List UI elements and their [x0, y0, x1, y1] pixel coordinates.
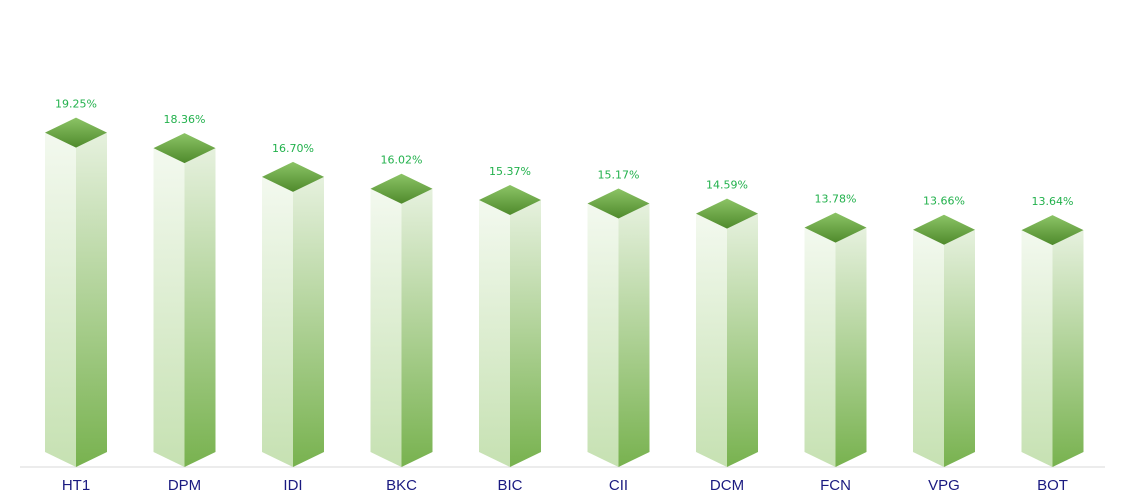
category-label: VPG — [928, 477, 960, 494]
bar-left-face — [153, 148, 185, 468]
category-label: FCN — [820, 477, 851, 494]
bar-left-face — [804, 227, 836, 467]
data-label: 13.78% — [815, 193, 857, 206]
bar-top — [804, 212, 867, 243]
data-label: 19.25% — [55, 98, 97, 111]
category-label: DPM — [168, 477, 201, 494]
bar-top — [913, 214, 975, 245]
bar-right-face — [401, 188, 433, 467]
category-label: IDI — [283, 477, 302, 494]
category-label: BOT — [1037, 477, 1068, 494]
bar-right-face — [76, 132, 107, 467]
data-label: 18.36% — [164, 113, 206, 126]
bar-left-face — [696, 213, 727, 467]
bar-right-face — [184, 148, 216, 468]
data-label: 16.70% — [272, 142, 314, 155]
bar-right-face — [293, 176, 324, 467]
bar-left-face — [1021, 230, 1053, 467]
bar-top — [696, 198, 758, 229]
data-label: 13.66% — [923, 195, 965, 208]
bar-left-face — [45, 132, 76, 467]
category-label: CII — [609, 477, 628, 494]
category-label: BKC — [386, 477, 417, 494]
category-label: BIC — [497, 477, 522, 494]
bar-top — [587, 188, 650, 219]
bar-left-face — [262, 176, 293, 467]
bar-left-face — [370, 188, 402, 467]
bar-right-face — [510, 200, 541, 467]
bar-right-face — [618, 203, 650, 467]
bar-right-face — [835, 227, 867, 467]
category-label: HT1 — [62, 477, 90, 494]
bar-top — [153, 133, 216, 164]
bar-left-face — [479, 200, 510, 467]
data-label: 16.02% — [381, 154, 423, 167]
bar-top — [45, 117, 107, 148]
bar-top — [479, 185, 541, 216]
bar-right-face — [944, 229, 975, 467]
category-label: DCM — [710, 477, 744, 494]
bar-right-face — [727, 213, 758, 467]
bar-top — [1021, 215, 1084, 246]
data-label: 15.37% — [489, 165, 531, 178]
bar-top — [262, 161, 324, 192]
data-label: 15.17% — [598, 168, 640, 181]
bar-left-face — [913, 229, 944, 467]
bar-right-face — [1052, 230, 1084, 467]
bar-top — [370, 173, 433, 204]
data-label: 13.64% — [1032, 195, 1074, 208]
bar-left-face — [587, 203, 619, 467]
data-label: 14.59% — [706, 179, 748, 192]
